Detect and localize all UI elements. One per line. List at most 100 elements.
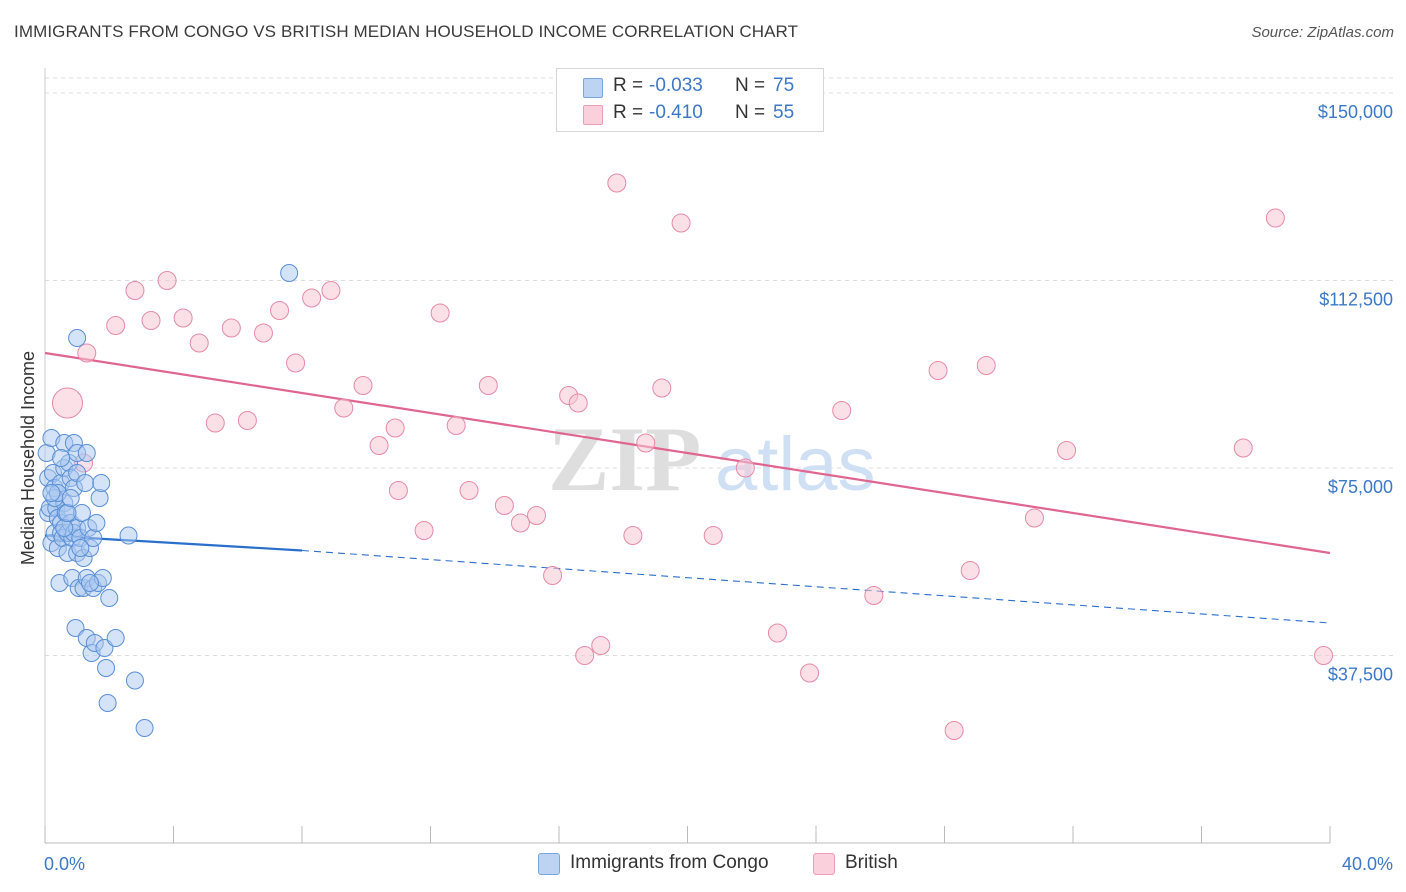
congo-point <box>71 539 90 557</box>
british-point <box>767 623 787 643</box>
british-point <box>575 646 595 665</box>
british-point <box>173 308 193 328</box>
series-legend: Immigrants from Congo British <box>0 852 1406 878</box>
british-point <box>623 526 643 545</box>
british-point <box>607 173 627 193</box>
british-point <box>321 281 341 300</box>
british-point <box>221 318 241 338</box>
congo-point <box>77 444 96 462</box>
british-point <box>430 303 450 323</box>
british-point <box>1265 208 1285 228</box>
british-point <box>414 521 434 540</box>
british-point <box>459 481 479 500</box>
british-point <box>568 393 588 413</box>
congo-point <box>119 526 138 545</box>
british-point <box>960 561 980 580</box>
correlation-legend: R = -0.033 N = 75 R = -0.410 N = 55 <box>556 68 824 132</box>
x-tick-label-max: 40.0% <box>1342 854 1393 874</box>
congo-point <box>100 589 119 607</box>
british-point <box>270 301 290 320</box>
legend-swatch-congo <box>538 853 560 875</box>
congo-point <box>80 574 99 592</box>
british-point <box>237 411 257 430</box>
congo-point <box>98 694 117 712</box>
x-tick-label-min: 0.0% <box>44 854 85 874</box>
watermark-zip: ZIP <box>548 408 701 510</box>
british-point <box>1057 441 1077 460</box>
british-point <box>446 416 466 435</box>
congo-point <box>90 489 109 507</box>
british-point <box>189 333 209 353</box>
british-point <box>510 513 530 533</box>
congo-point <box>97 659 116 677</box>
british-point <box>1233 438 1253 458</box>
congo-point <box>135 719 154 737</box>
british-point <box>106 316 126 335</box>
legend-label-congo: Immigrants from Congo <box>570 852 769 873</box>
british-point <box>944 721 964 740</box>
legend-swatch-congo <box>583 78 603 98</box>
congo-point <box>52 449 71 467</box>
legend-n-label: N = <box>735 75 766 96</box>
british-point <box>976 356 996 375</box>
grid-lines <box>45 77 1395 656</box>
legend-swatch-british <box>583 105 603 125</box>
legend-n-label: N = <box>735 102 766 123</box>
british-point <box>125 281 145 300</box>
british-point <box>652 378 672 398</box>
legend-r-value: -0.033 <box>649 75 703 96</box>
congo-point <box>106 629 125 647</box>
british-point <box>388 481 408 500</box>
british-point <box>478 376 498 395</box>
british-point <box>928 361 948 380</box>
congo-point <box>55 519 74 537</box>
british-point <box>369 436 389 455</box>
congo-point <box>92 474 111 492</box>
british-point <box>527 506 547 525</box>
y-tick-label: $75,000 <box>1328 477 1393 497</box>
legend-n-value: 75 <box>773 75 795 96</box>
congo-point <box>280 264 299 282</box>
y-tick-label: $112,500 <box>1319 290 1393 310</box>
congo-point <box>125 671 144 690</box>
british-point <box>671 213 691 233</box>
british-point <box>735 458 755 478</box>
congo-point <box>95 639 114 657</box>
congo-point <box>68 329 87 347</box>
british-point <box>832 401 852 420</box>
tick-labels: $37,500 $75,000 $112,500 $150,000 0.0% 40.0% <box>44 102 1393 874</box>
british-point <box>253 323 273 343</box>
british-point <box>141 311 161 330</box>
congo-point <box>42 484 61 502</box>
british-point <box>494 496 514 515</box>
british-points <box>51 173 1334 740</box>
british-point <box>334 398 354 418</box>
legend-r-label: R = <box>613 102 644 123</box>
congo-point <box>66 619 85 637</box>
british-point <box>864 586 884 605</box>
british-point <box>385 418 405 438</box>
congo-point <box>61 489 80 507</box>
british-point <box>286 353 306 373</box>
british-trend-line <box>44 351 1331 555</box>
british-point <box>77 343 97 363</box>
congo-point <box>87 514 106 532</box>
watermark: ZIP atlas <box>548 408 876 510</box>
british-point <box>157 271 177 290</box>
british-point <box>636 433 656 453</box>
congo-trend-extension <box>301 549 1331 624</box>
congo-point <box>58 504 77 522</box>
british-point <box>302 288 322 308</box>
y-axis-title: Median Household Income <box>18 351 38 565</box>
legend-r-label: R = <box>613 75 644 96</box>
y-tick-label: $150,000 <box>1318 102 1393 122</box>
british-point <box>51 387 83 419</box>
british-point <box>543 566 563 585</box>
british-point <box>800 663 820 683</box>
british-point <box>591 636 611 655</box>
legend-swatch-british <box>813 853 835 875</box>
legend-n-value: 55 <box>773 102 795 123</box>
british-point <box>353 376 373 395</box>
congo-points <box>37 264 299 737</box>
